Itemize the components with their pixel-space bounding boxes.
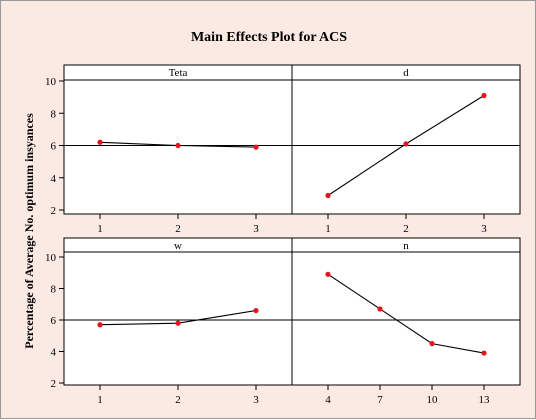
strip-label-w: w — [174, 240, 182, 252]
data-point — [429, 341, 435, 347]
series-line-n — [327, 273, 485, 354]
x-tick-label: 1 — [325, 223, 331, 235]
x-tick-label: 3 — [253, 394, 259, 406]
y-tick-label: 2 — [51, 378, 57, 390]
y-tick-label: 10 — [45, 252, 57, 264]
y-tick-label: 4 — [51, 173, 57, 185]
data-point — [403, 141, 409, 147]
y-tick-label: 4 — [51, 347, 57, 359]
data-point — [97, 139, 103, 145]
data-point — [175, 142, 181, 149]
x-tick-label: 2 — [175, 223, 181, 235]
data-point — [253, 144, 259, 150]
y-tick-label: 8 — [51, 108, 57, 120]
x-tick-label: 7 — [377, 394, 383, 406]
y-tick-label: 6 — [51, 315, 57, 327]
panels-layer: 2 4 6 8 10 2 4 6 8 10 Teta 1 2 3 d 1 2 3 w 1 2 3 n 4 7 10 13 — [45, 64, 521, 406]
y-axis-label: Percentage of Average No. optimum insyan… — [22, 113, 36, 349]
data-point — [97, 322, 103, 328]
strip-label-d: d — [403, 67, 409, 79]
data-point — [481, 92, 487, 99]
strip-label-teta: Teta — [169, 67, 188, 79]
data-point — [253, 307, 259, 314]
y-tick-label: 8 — [51, 284, 57, 296]
x-tick-label: 2 — [175, 394, 181, 406]
data-point — [175, 320, 181, 326]
y-tick-label: 2 — [51, 205, 57, 217]
data-point — [481, 350, 487, 356]
x-tick-label: 1 — [97, 223, 103, 235]
x-tick-label: 4 — [325, 394, 331, 406]
y-tick-label: 10 — [45, 76, 57, 88]
x-tick-label: 10 — [427, 394, 439, 406]
data-point — [325, 192, 331, 199]
x-tick-label: 3 — [481, 223, 487, 235]
x-tick-label: 13 — [479, 394, 491, 406]
data-point — [325, 271, 331, 277]
data-point — [377, 306, 383, 312]
strip-label-n: n — [403, 240, 409, 252]
x-tick-label: 1 — [97, 394, 103, 406]
x-tick-label: 2 — [403, 223, 409, 235]
chart-title: Main Effects Plot for ACS — [191, 30, 347, 45]
y-tick-label: 6 — [51, 141, 57, 153]
x-tick-label: 3 — [253, 223, 259, 235]
